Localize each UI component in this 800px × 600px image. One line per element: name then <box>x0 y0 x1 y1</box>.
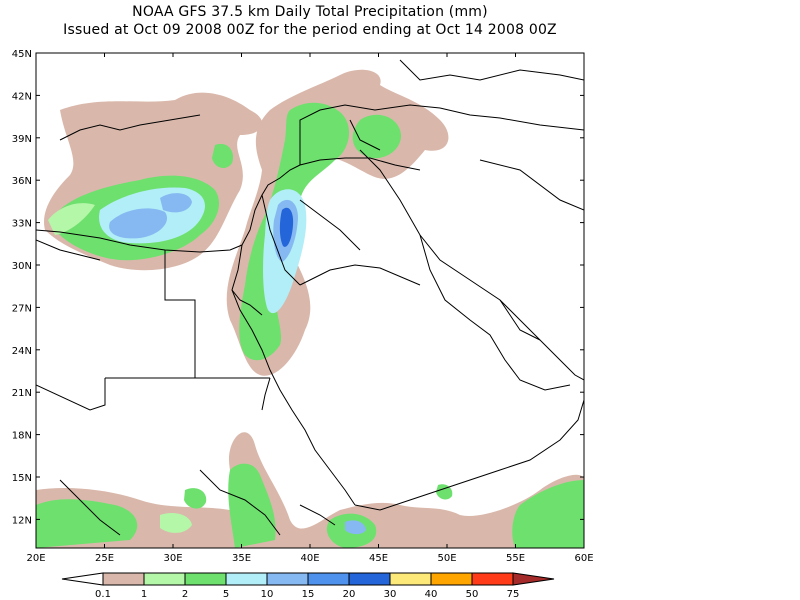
legend-swatch <box>348 572 391 586</box>
lat-label: 36N <box>12 176 32 187</box>
precip-region-blue <box>160 193 192 213</box>
legend-swatch <box>389 572 432 586</box>
legend-swatch <box>471 572 514 586</box>
legend-level-label: 10 <box>261 589 274 600</box>
legend-swatch <box>430 572 473 586</box>
legend-arrow-high <box>512 572 555 586</box>
lat-label: 15N <box>12 473 32 484</box>
lat-label: 42N <box>12 91 32 102</box>
lon-label: 20E <box>26 553 45 564</box>
legend-level-label: 15 <box>302 589 315 600</box>
lon-label: 40E <box>300 553 319 564</box>
precip-region-green <box>436 484 453 500</box>
legend-level-label: 40 <box>425 589 438 600</box>
axis-tick-labels: 20E 25E 30E 35E 40E 45E 50E 55E 60E 45N 42N 39N 36N 3… <box>12 49 594 564</box>
lon-label: 55E <box>506 553 525 564</box>
lon-label: 30E <box>163 553 182 564</box>
lat-label: 33N <box>12 219 32 230</box>
precip-region-lightgreen <box>160 513 192 533</box>
legend-swatch <box>184 572 227 586</box>
lon-label: 35E <box>232 553 251 564</box>
legend-level-label: 75 <box>507 589 520 600</box>
legend-level-label: 30 <box>384 589 397 600</box>
lat-label: 30N <box>12 261 32 272</box>
legend-arrow-low <box>61 572 104 586</box>
lat-label: 12N <box>12 515 32 526</box>
precip-fields <box>36 69 584 548</box>
axis-ticks <box>35 52 585 548</box>
lat-label: 45N <box>12 49 32 60</box>
legend-swatch <box>225 572 268 586</box>
precip-region-green <box>228 463 276 548</box>
lat-label: 24N <box>12 346 32 357</box>
legend-level-label: 50 <box>466 589 479 600</box>
legend-swatch <box>102 572 145 586</box>
lat-label: 27N <box>12 303 32 314</box>
precip-region-green <box>212 143 234 169</box>
lat-label: 39N <box>12 134 32 145</box>
precip-region-lightgreen <box>48 203 95 235</box>
lon-label: 45E <box>369 553 388 564</box>
legend-level-label: 20 <box>343 589 356 600</box>
legend-swatch <box>307 572 350 586</box>
lon-label: 25E <box>95 553 114 564</box>
precip-region-green <box>352 114 401 159</box>
lon-label: 50E <box>437 553 456 564</box>
legend-swatch <box>266 572 309 586</box>
map-subtitle: Issued at Oct 09 2008 00Z for the period… <box>63 22 557 38</box>
coastlines-borders <box>36 59 584 536</box>
legend-level-label: 5 <box>223 589 229 600</box>
precip-region-green <box>36 499 138 548</box>
precip-region-blue <box>345 520 366 535</box>
precip-region-blue <box>109 208 168 239</box>
legend-level-label: 2 <box>182 589 188 600</box>
lat-label: 18N <box>12 431 32 442</box>
legend-level-label: 0.1 <box>95 589 111 600</box>
lon-label: 60E <box>574 553 593 564</box>
precip-region-darkblue <box>279 207 294 247</box>
map-title: NOAA GFS 37.5 km Daily Total Precipitati… <box>132 4 488 20</box>
lat-label: 21N <box>12 388 32 399</box>
color-legend: 0.1 1 2 5 10 15 20 30 40 50 75 <box>61 572 555 600</box>
precip-region-green <box>512 480 584 548</box>
precip-region-green <box>184 488 207 509</box>
legend-swatch <box>143 572 186 586</box>
legend-level-label: 1 <box>141 589 147 600</box>
